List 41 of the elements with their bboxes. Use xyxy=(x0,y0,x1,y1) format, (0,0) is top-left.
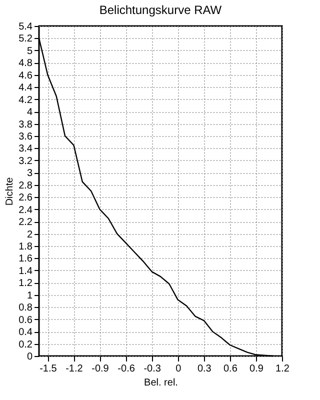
chart-title: Belichtungskurve RAW xyxy=(99,3,222,17)
x-tick-label: 0.6 xyxy=(223,364,238,374)
y-tick-label: 3 xyxy=(26,168,33,180)
y-tick-label: 4.6 xyxy=(18,70,33,82)
x-axis-title: Bel. rel. xyxy=(144,378,178,388)
y-tick-label: 0.6 xyxy=(18,314,33,326)
y-tick-label: 1.8 xyxy=(18,242,33,252)
x-tick-label: 0.3 xyxy=(197,364,212,374)
y-tick-label: 4.2 xyxy=(18,94,33,106)
y-tick-label: 0.4 xyxy=(18,327,33,338)
x-tick-label: -0.3 xyxy=(144,364,162,374)
y-tick-label: 3.2 xyxy=(18,156,33,167)
y-tick-label: 2.4 xyxy=(18,204,33,216)
y-tick-label: 3.4 xyxy=(18,144,33,155)
y-tick-label: 2 xyxy=(26,229,33,240)
x-tick-label: -1.5 xyxy=(40,364,58,374)
y-tick-label: 1.2 xyxy=(18,278,33,290)
y-tick-label: 0.2 xyxy=(18,339,33,350)
y-tick-label: 5 xyxy=(26,46,33,57)
y-tick-label: 0 xyxy=(26,352,33,362)
y-tick-label: 5.2 xyxy=(18,34,33,45)
y-tick-label: 5.4 xyxy=(18,22,33,32)
x-tick-label: -0.9 xyxy=(92,364,110,374)
y-tick-label: 1.6 xyxy=(18,254,33,265)
x-tick-label: 0 xyxy=(176,364,182,374)
x-tick-label: 1.2 xyxy=(276,364,290,374)
y-tick-label: 2.8 xyxy=(18,180,33,192)
x-tick-label: -1.2 xyxy=(66,364,84,374)
y-tick-label: 1 xyxy=(26,290,33,302)
y-tick-label: 2.2 xyxy=(18,217,33,228)
y-tick-label: 4.4 xyxy=(18,82,33,94)
y-tick-label: 4.8 xyxy=(18,58,33,70)
y-tick-label: 3.8 xyxy=(18,119,33,130)
y-tick-label: 2.6 xyxy=(18,192,33,204)
y-tick-label: 0.8 xyxy=(18,302,33,314)
y-tick-label: 4 xyxy=(26,107,33,118)
y-tick-label: 3.6 xyxy=(18,132,33,142)
y-axis-title: Dichte xyxy=(4,176,16,206)
x-tick-label: -0.6 xyxy=(118,364,136,374)
y-tick-label: 1.4 xyxy=(18,266,33,277)
x-tick-label: 0.9 xyxy=(250,364,264,374)
